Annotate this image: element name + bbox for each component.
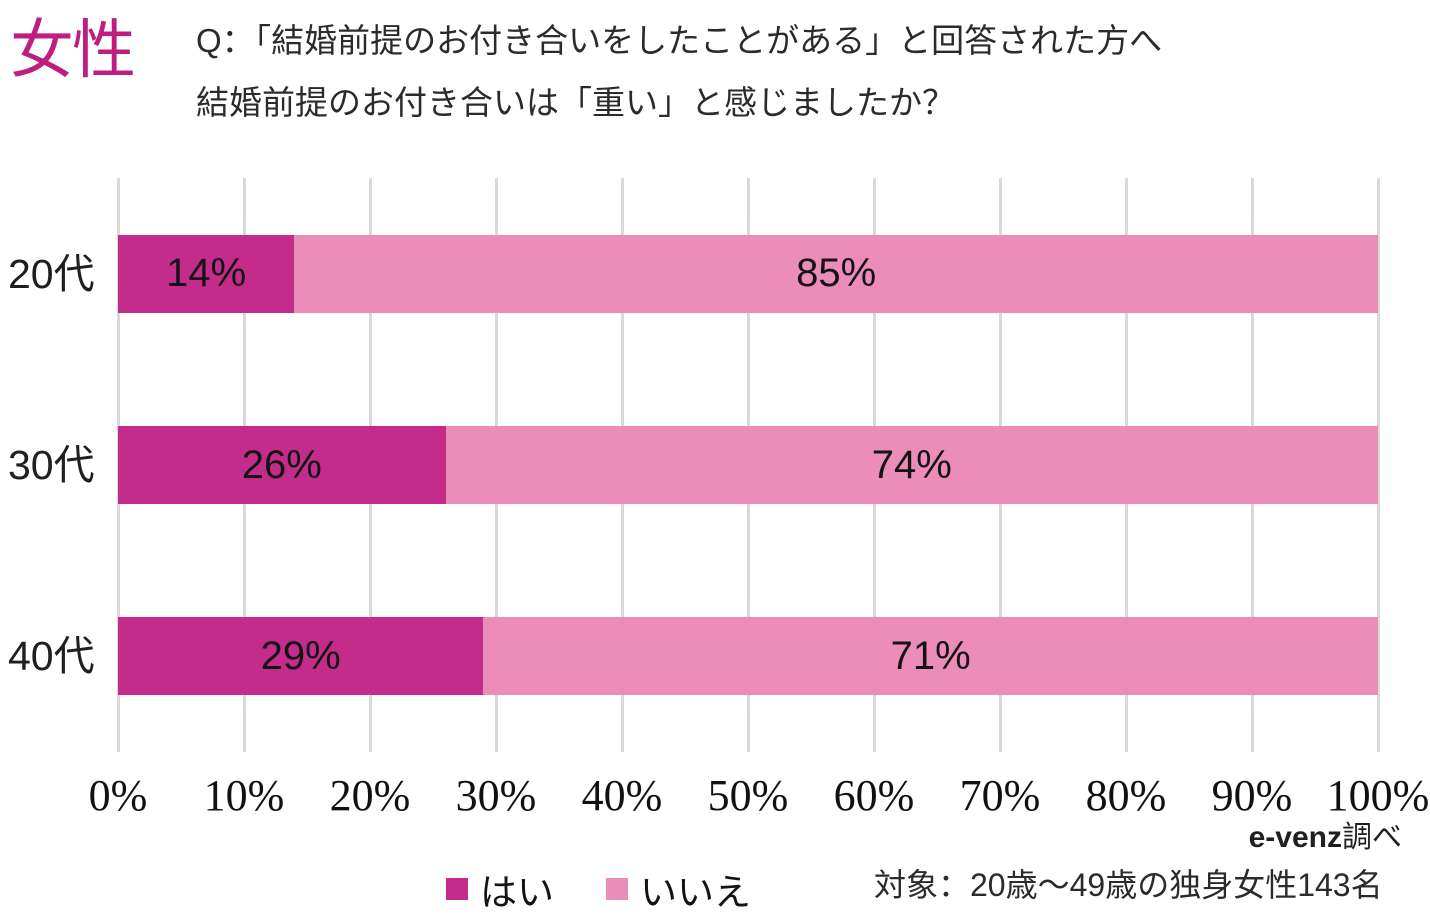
bar-segment-いいえ: 74% (445, 426, 1378, 504)
source-suffix: 調べ (1342, 821, 1402, 854)
category-label: 30代 (8, 442, 95, 488)
x-axis-tick: 10% (203, 771, 285, 820)
legend-item-いいえ: いいえ (606, 862, 751, 916)
bar-row: 29% 71% (118, 617, 1378, 696)
category-label: 40代 (8, 633, 95, 680)
source-brand: e-venz (1248, 821, 1342, 854)
legend-swatch-icon (446, 878, 468, 900)
chart-question: Q：「結婚前提のお付き合いをしたことがある」と回答された方へ 結婚前提のお付き合… (196, 10, 1162, 134)
chart-legend: はい いいえ (446, 862, 751, 916)
bar-segment-はい: 14% (118, 234, 295, 313)
x-axis-tick: 0% (88, 771, 148, 820)
source-credit: e-venz調べ (1249, 812, 1402, 856)
bar-row: 14% 85% (118, 234, 1378, 313)
x-axis-tick: 90% (1211, 771, 1293, 820)
bar-row: 26% 74% (118, 426, 1378, 504)
x-axis-tick: 20% (329, 771, 411, 820)
x-axis-tick: 70% (959, 771, 1041, 820)
x-axis-tick: 60% (833, 771, 915, 820)
legend-label: いいえ (640, 872, 751, 913)
x-axis-tick: 80% (1085, 771, 1167, 820)
sample-note: 対象：20歳〜49歳の独身女性143名 (874, 867, 1383, 903)
x-axis-tick: 40% (581, 771, 663, 820)
question-line-1: Q：「結婚前提のお付き合いをしたことがある」と回答された方へ (196, 22, 1163, 59)
bar-segment-いいえ: 71% (483, 617, 1378, 696)
bar-segment-はい: 29% (118, 617, 484, 696)
legend-item-はい: はい (446, 862, 554, 916)
group-title: 女性 (10, 14, 136, 86)
x-axis-tick: 50% (707, 771, 789, 820)
bar-segment-はい: 26% (118, 426, 446, 504)
gridline (1376, 178, 1380, 752)
category-label: 20代 (8, 250, 95, 297)
x-axis-tick: 100% (1326, 771, 1430, 820)
x-axis-tick: 30% (455, 771, 537, 820)
bar-segment-いいえ: 85% (294, 234, 1378, 313)
legend-swatch-icon (606, 878, 628, 900)
question-line-2: 結婚前提のお付き合いは「重い」と感じましたか？ (196, 84, 955, 121)
legend-label: はい (480, 872, 554, 913)
